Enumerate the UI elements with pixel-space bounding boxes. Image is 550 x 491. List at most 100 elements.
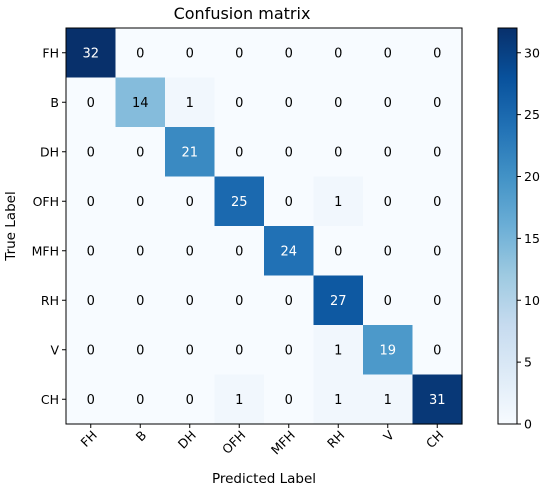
cell-value-label: 0	[186, 195, 194, 210]
heatmap-cell	[214, 77, 265, 128]
heatmap-cell	[313, 176, 364, 227]
cell-value-label: 0	[87, 145, 95, 160]
heatmap-cell	[66, 77, 117, 128]
heatmap-cell	[412, 176, 463, 227]
cell-value-label: 25	[231, 195, 248, 210]
heatmap-cell	[264, 127, 315, 178]
cell-value-label: 0	[433, 244, 441, 259]
cell-value-label: 27	[330, 294, 347, 309]
x-tick-label: MFH	[268, 428, 298, 458]
cell-value-label: 0	[384, 195, 392, 210]
heatmap-cell	[165, 325, 216, 376]
y-tick-label: V	[50, 342, 59, 357]
cell-value-label: 0	[433, 294, 441, 309]
cell-value-label: 21	[181, 145, 198, 160]
heatmap-cell	[363, 325, 414, 376]
y-axis-label: True Label	[3, 191, 19, 261]
heatmap-cell	[214, 374, 265, 425]
heatmap-cell	[363, 77, 414, 128]
heatmap-cell	[165, 374, 216, 425]
cell-value-label: 0	[186, 244, 194, 259]
x-tick-label: RH	[324, 428, 347, 451]
heatmap-cells	[66, 28, 463, 425]
heatmap-cell	[264, 176, 315, 227]
x-tick-label: CH	[423, 428, 446, 451]
cell-value-label: 14	[132, 96, 149, 111]
heatmap-cell-labels: 32 0 0 0 0 0 0 0 0 14 1 0 0 0 0 0 0 0 21 0 0 0 0 0 0 0 0 25 0 1 0 0 0 0 0 0…	[82, 46, 445, 408]
cell-value-label: 0	[87, 393, 95, 408]
heatmap-cell	[264, 275, 315, 326]
cell-value-label: 0	[136, 145, 144, 160]
heatmap-cell	[165, 127, 216, 178]
heatmap-cell	[313, 28, 364, 79]
cell-value-label: 0	[87, 195, 95, 210]
x-tick-label: V	[380, 427, 397, 444]
heatmap-cell	[412, 325, 463, 376]
cell-value-label: 0	[136, 294, 144, 309]
heatmap-cell	[363, 28, 414, 79]
cell-value-label: 0	[235, 294, 243, 309]
cell-value-label: 0	[186, 393, 194, 408]
heatmap-cell	[214, 176, 265, 227]
y-tick-label: B	[50, 95, 59, 110]
heatmap-cell	[412, 127, 463, 178]
x-axis-label: Predicted Label	[212, 471, 316, 487]
heatmap-cell	[214, 325, 265, 376]
heatmap-cell	[66, 176, 117, 227]
heatmap-cell	[412, 28, 463, 79]
x-tick-label: FH	[78, 428, 100, 450]
heatmap-cell	[66, 374, 117, 425]
colorbar-tick-label: 25	[524, 107, 540, 122]
colorbar-tick-label: 15	[524, 231, 540, 246]
heatmap-cell	[115, 275, 166, 326]
heatmap-cell	[66, 325, 117, 376]
cell-value-label: 0	[186, 294, 194, 309]
y-tick-label: CH	[41, 392, 59, 407]
heatmap-cell	[363, 226, 414, 277]
heatmap-cell	[115, 127, 166, 178]
cell-value-label: 0	[384, 244, 392, 259]
heatmap-cell	[165, 28, 216, 79]
cell-value-label: 0	[384, 145, 392, 160]
heatmap-cell	[214, 127, 265, 178]
cell-value-label: 0	[186, 343, 194, 358]
colorbar: 0 5 10 15 20 25 30	[497, 27, 540, 432]
heatmap-cell	[264, 77, 315, 128]
cell-value-label: 0	[235, 145, 243, 160]
x-tick-label: OFH	[219, 428, 248, 457]
cell-value-label: 0	[384, 294, 392, 309]
cell-value-label: 0	[285, 195, 293, 210]
y-tick-label: RH	[41, 293, 59, 308]
cell-value-label: 0	[136, 244, 144, 259]
heatmap-cell	[313, 275, 364, 326]
cell-value-label: 24	[280, 244, 297, 259]
colorbar-tick-label: 5	[524, 355, 532, 370]
heatmap-cell	[264, 325, 315, 376]
cell-value-label: 0	[384, 96, 392, 111]
heatmap-cell	[363, 176, 414, 227]
cell-value-label: 0	[433, 343, 441, 358]
cell-value-label: 1	[334, 195, 342, 210]
heatmap-cell	[115, 77, 166, 128]
cell-value-label: 0	[235, 46, 243, 61]
heatmap-cell	[313, 325, 364, 376]
heatmap-cell	[412, 374, 463, 425]
cell-value-label: 0	[235, 96, 243, 111]
heatmap-cell	[115, 374, 166, 425]
cell-value-label: 1	[334, 343, 342, 358]
heatmap-cell	[214, 275, 265, 326]
y-tick-label: OFH	[33, 194, 59, 209]
cell-value-label: 0	[334, 145, 342, 160]
heatmap-cell	[363, 127, 414, 178]
colorbar-tick-label: 10	[524, 293, 540, 308]
y-tick-label: FH	[42, 45, 59, 60]
cell-value-label: 0	[433, 46, 441, 61]
cell-value-label: 19	[379, 343, 396, 358]
x-axis-ticks: FH B DH OFH MFH RH V CH	[78, 424, 446, 458]
cell-value-label: 1	[384, 393, 392, 408]
heatmap-cell	[214, 28, 265, 79]
x-tick-label: B	[133, 428, 150, 445]
cell-value-label: 0	[285, 294, 293, 309]
cell-value-label: 0	[87, 96, 95, 111]
x-tick-label: DH	[175, 428, 199, 452]
